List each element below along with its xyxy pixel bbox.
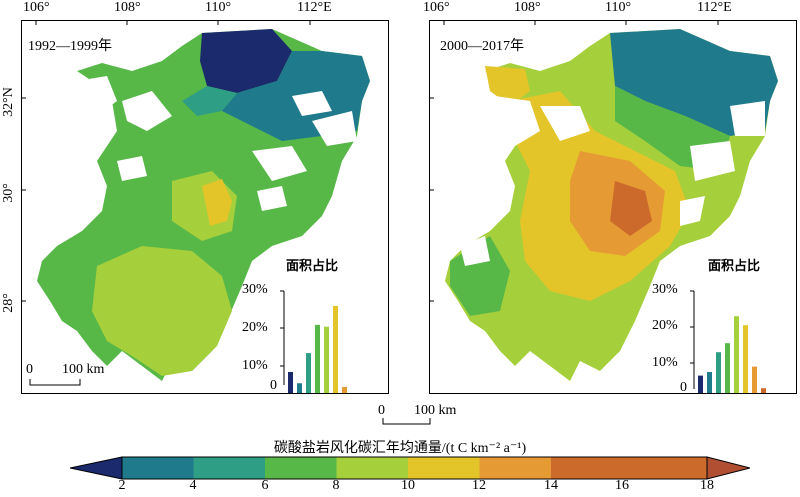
colorbar-tick: 10 [401, 478, 415, 493]
scale-zero: 0 [378, 403, 385, 418]
scale-zero: 0 [26, 362, 33, 377]
zone-yellow-nw [485, 66, 530, 106]
inset-y-tick: 10% [652, 355, 678, 370]
histogram-bar [716, 352, 721, 393]
map-right-svg [430, 21, 778, 381]
histogram-bar [698, 375, 703, 393]
lon-tick: 108° [114, 0, 141, 15]
histogram-bar [342, 387, 347, 393]
colorbar-tick: 4 [189, 478, 197, 493]
histogram-bar [707, 372, 712, 393]
histogram-bar [288, 371, 293, 393]
lat-tick: 28° [0, 293, 16, 313]
zone-teal-2 [182, 86, 237, 116]
inset-y-tick: 20% [242, 320, 268, 335]
histogram-bar [315, 324, 320, 393]
inset-y-tick: 20% [652, 318, 678, 333]
map-panel-1992-1999: 1992—1999年 面积占比 30% 20% 10% 0 0 100 km [21, 20, 389, 394]
histogram-bar [306, 353, 311, 393]
map-panel-2000-2017: 2000—2017年 面积占比 30% 20% 10% 0 [429, 20, 797, 394]
histogram-bar [725, 343, 730, 393]
scale-bar-center: 0 100 km [378, 400, 478, 430]
scale-distance: 100 km [414, 403, 457, 418]
colorbar-tick: 16 [615, 478, 629, 493]
histogram-bar [761, 388, 766, 393]
inset-histogram-right: 面积占比 30% 20% 10% 0 [650, 253, 796, 393]
colorbar-tick: 14 [544, 478, 558, 493]
histogram-bar [333, 305, 338, 393]
lat-tick: 32°N [0, 87, 16, 117]
lon-tick: 112°E [697, 0, 732, 15]
lon-tick: 106° [23, 0, 50, 15]
lon-tick: 110° [605, 0, 632, 15]
histogram-bar [734, 316, 739, 393]
histogram-bar [752, 366, 757, 393]
zone-dark-orange [610, 181, 652, 236]
inset-y-tick: 0 [270, 378, 277, 393]
scale-bar-left: 0 100 km [26, 362, 148, 393]
inset-y-tick: 30% [242, 282, 268, 297]
inset-y-tick: 10% [242, 358, 268, 373]
colorbar-tick: 12 [472, 478, 486, 493]
colorbar-title: 碳酸盐岩风化碳汇年均通量/(t C km⁻² a⁻¹) [273, 441, 527, 456]
histogram-bar [297, 383, 302, 393]
inset-histogram-left: 面积占比 30% 20% 10% 0 [240, 253, 368, 393]
colorbar-tick: 8 [332, 478, 340, 493]
scale-distance: 100 km [62, 362, 105, 377]
inset-chart [690, 290, 766, 393]
inset-y-tick: 0 [680, 380, 687, 394]
lon-tick: 106° [423, 0, 450, 15]
no-data-areas [460, 96, 765, 266]
lat-tick: 30° [0, 183, 16, 203]
map-left-svg [22, 21, 370, 381]
zone-dark [200, 29, 292, 93]
histogram-bar [743, 325, 748, 393]
colorbar-tick: 18 [700, 478, 714, 493]
colorbar-tick: 6 [261, 478, 269, 493]
period-label: 2000—2017年 [440, 39, 524, 54]
zone-yellow [202, 179, 232, 226]
inset-title: 面积占比 [286, 259, 339, 274]
lon-tick: 112°E [297, 0, 332, 15]
colorbar [70, 456, 750, 480]
period-label: 1992—1999年 [28, 39, 112, 54]
inset-y-tick: 30% [652, 282, 678, 297]
colorbar-tick: 2 [118, 478, 126, 493]
no-data-areas [77, 76, 357, 211]
lon-tick: 108° [514, 0, 541, 15]
histogram-bar [324, 326, 329, 393]
zone-light-green [92, 246, 232, 376]
lon-tick: 110° [205, 0, 232, 15]
inset-chart [280, 290, 347, 393]
inset-title: 面积占比 [708, 259, 761, 274]
